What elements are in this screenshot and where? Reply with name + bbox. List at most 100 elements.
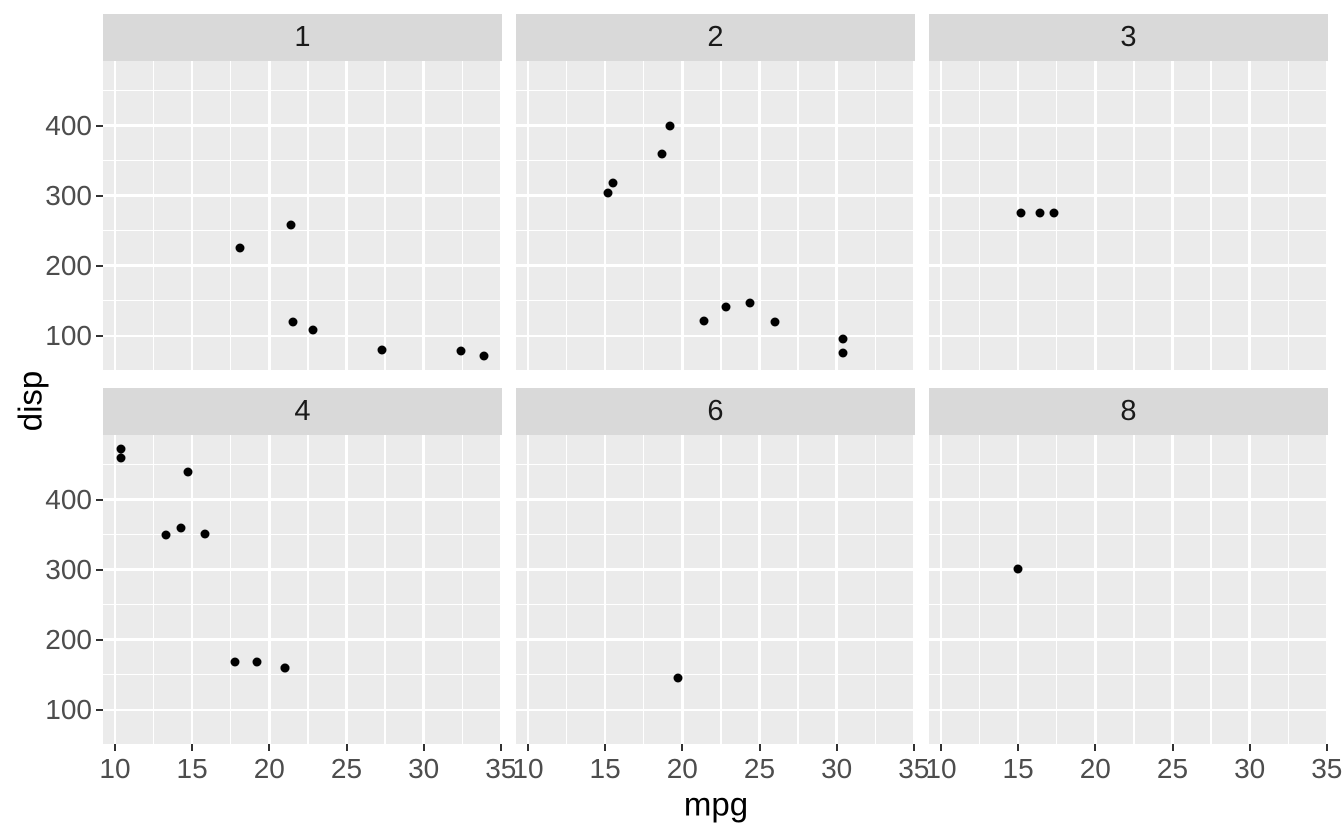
data-point (1013, 564, 1023, 574)
gridline-minor-vertical (797, 435, 799, 744)
x-tick-label: 25 (1156, 753, 1189, 784)
x-axis-tick-mark (1248, 744, 1251, 751)
gridline-major-horizontal (103, 568, 502, 571)
gridline-minor-vertical (1210, 61, 1212, 370)
gridline-minor-horizontal (929, 674, 1328, 676)
gridline-minor-vertical (874, 435, 876, 744)
gridline-minor-horizontal (929, 463, 1328, 466)
gridline-major-vertical (1016, 435, 1020, 744)
x-tick-label: 15 (1002, 753, 1034, 784)
gridline-major-vertical (1325, 61, 1328, 370)
gridline-minor-horizontal (929, 89, 1328, 92)
facet-strip-label: 2 (707, 21, 724, 53)
gridline-major-horizontal (103, 194, 502, 197)
gridline-minor-horizontal (516, 229, 915, 232)
y-tick-label: 300 (45, 179, 92, 211)
gridline-minor-horizontal (929, 159, 1328, 162)
gridline-minor-vertical (565, 435, 568, 744)
y-tick-label: 200 (45, 623, 92, 655)
data-point (838, 348, 848, 358)
data-point (176, 523, 186, 532)
gridline-major-vertical (1171, 435, 1174, 744)
facet-panel (516, 435, 915, 744)
data-point (657, 149, 667, 158)
x-tick-label: 35 (1311, 753, 1343, 784)
data-point (699, 316, 709, 326)
x-axis-tick-mark (499, 744, 502, 751)
gridline-major-horizontal (516, 568, 915, 571)
gridline-minor-horizontal (929, 603, 1328, 606)
x-tick-label: 30 (821, 753, 853, 784)
facet-strip-label: 3 (1120, 21, 1137, 53)
gridline-major-horizontal (516, 638, 915, 641)
gridline-minor-vertical (565, 61, 568, 370)
gridline-minor-horizontal (103, 159, 502, 162)
x-axis-tick-mark (191, 744, 194, 751)
x-tick-label: 10 (99, 753, 131, 784)
facet-panel (929, 435, 1328, 744)
gridline-major-vertical (113, 61, 117, 370)
gridline-major-horizontal (929, 194, 1328, 197)
gridline-minor-vertical (720, 435, 722, 744)
x-tick-label: 20 (1079, 753, 1111, 784)
gridline-minor-horizontal (516, 89, 915, 92)
gridline-minor-vertical (1133, 435, 1135, 744)
gridline-major-vertical (912, 61, 915, 370)
gridline-major-vertical (1094, 435, 1097, 744)
gridline-major-vertical (499, 435, 502, 744)
x-axis-title: mpg (683, 785, 749, 823)
y-axis-tick-mark (96, 568, 103, 571)
y-axis-tick-mark (96, 124, 103, 127)
gridline-major-vertical (422, 61, 425, 370)
gridline-major-vertical (603, 61, 607, 370)
data-point (673, 673, 683, 683)
gridline-major-vertical (1171, 61, 1174, 370)
gridline-major-horizontal (929, 568, 1328, 571)
gridline-major-vertical (526, 435, 530, 744)
gridline-minor-vertical (1210, 435, 1212, 744)
data-point (230, 657, 240, 667)
data-point (721, 302, 730, 312)
data-point (603, 188, 613, 198)
gridline-minor-horizontal (929, 229, 1328, 232)
x-axis-tick-mark (835, 744, 838, 751)
gridline-minor-horizontal (516, 603, 915, 606)
x-axis-tick-mark (1171, 744, 1174, 751)
gridline-major-vertical (939, 61, 943, 370)
gridline-major-vertical (835, 435, 838, 744)
gridline-minor-horizontal (516, 674, 915, 676)
facet-strip: 2 (516, 14, 915, 61)
data-point (161, 530, 171, 539)
y-tick-label: 400 (45, 483, 92, 515)
gridline-major-horizontal (929, 498, 1328, 501)
gridline-major-vertical (113, 435, 117, 744)
data-point (838, 334, 848, 344)
data-point (116, 444, 126, 454)
gridline-major-horizontal (929, 124, 1328, 127)
y-tick-label: 100 (45, 693, 92, 725)
gridline-major-horizontal (103, 334, 502, 337)
gridline-minor-vertical (720, 61, 722, 370)
gridline-major-horizontal (516, 708, 915, 711)
gridline-minor-vertical (152, 435, 155, 744)
facet-strip-label: 8 (1120, 395, 1137, 427)
gridline-major-horizontal (516, 264, 915, 267)
facet-panel (516, 61, 915, 370)
x-axis-tick-mark (1017, 744, 1020, 751)
data-point (745, 298, 755, 308)
data-point (456, 346, 466, 356)
x-axis-tick-mark (268, 744, 271, 751)
y-axis-tick-mark (96, 334, 103, 337)
gridline-major-vertical (681, 435, 684, 744)
x-tick-label: 20 (666, 753, 698, 784)
gridline-minor-vertical (461, 61, 463, 370)
data-point (1035, 208, 1045, 217)
facet-strip: 8 (929, 388, 1328, 435)
gridline-minor-vertical (307, 61, 309, 370)
gridline-minor-vertical (230, 61, 232, 370)
gridline-major-horizontal (516, 124, 915, 127)
gridline-major-horizontal (103, 638, 502, 641)
gridline-minor-horizontal (929, 533, 1328, 536)
gridline-minor-vertical (152, 61, 155, 370)
